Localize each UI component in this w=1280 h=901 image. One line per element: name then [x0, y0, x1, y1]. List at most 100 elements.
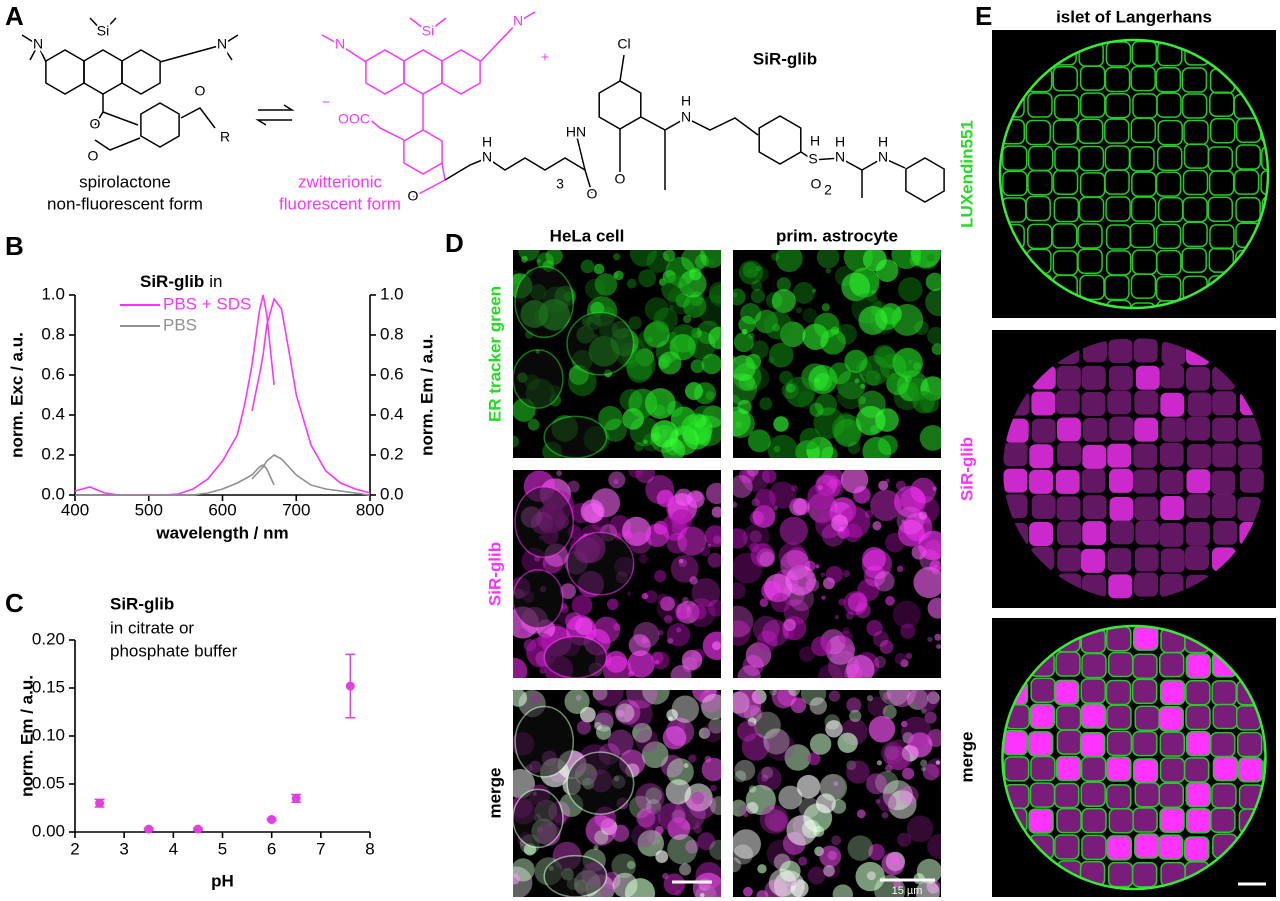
- compound-name: SiR-glib: [753, 49, 817, 68]
- speckle: [734, 759, 756, 781]
- speckle: [909, 254, 922, 267]
- cell: [1029, 703, 1056, 729]
- speckle: [910, 477, 937, 504]
- speckle: [759, 397, 773, 411]
- speckle: [821, 303, 830, 312]
- cell: [1105, 92, 1131, 119]
- cell: [1181, 93, 1208, 119]
- bond: [89, 17, 117, 34]
- chart-title-suffix: in: [209, 272, 222, 291]
- speckle: [855, 861, 885, 892]
- speckle: [892, 600, 921, 629]
- speckle: [692, 690, 717, 703]
- cell: [1185, 781, 1211, 808]
- speckle: [734, 770, 747, 783]
- speckle: [743, 886, 753, 897]
- speckle: [819, 845, 842, 868]
- speckle: [914, 690, 939, 712]
- cell: [1055, 469, 1080, 494]
- data-point: [267, 815, 277, 825]
- speckle: [665, 779, 691, 805]
- speckle: [655, 850, 669, 864]
- speckle: [628, 670, 635, 677]
- cell: [1132, 807, 1158, 833]
- speckle: [814, 377, 820, 384]
- speckle: [558, 613, 571, 626]
- speckle: [697, 832, 716, 851]
- speckle: [885, 596, 895, 606]
- speckle: [929, 560, 941, 573]
- atom-label: O: [408, 188, 419, 204]
- speckle: [814, 393, 838, 416]
- cell: [1159, 573, 1184, 598]
- cell: [1081, 548, 1106, 573]
- speckle: [744, 365, 770, 391]
- speckle: [593, 721, 602, 730]
- speckle: [770, 252, 780, 261]
- speckle: [709, 284, 721, 307]
- cell: [1182, 196, 1208, 223]
- speckle: [828, 362, 851, 385]
- speckle: [667, 834, 698, 865]
- speckle: [637, 330, 658, 350]
- cell: [1027, 223, 1053, 250]
- cell: [1155, 223, 1182, 250]
- speckle: [811, 636, 832, 657]
- micrograph-texture: [733, 470, 941, 678]
- speckle: [580, 706, 596, 723]
- speckle: [656, 596, 681, 621]
- speckle: [513, 690, 528, 707]
- speckle: [666, 758, 694, 786]
- ring: [598, 80, 642, 130]
- speckle: [518, 628, 529, 638]
- speckle: [816, 250, 840, 269]
- atom-label: 2: [824, 182, 832, 198]
- speckle: [691, 791, 704, 805]
- speckle: [657, 629, 664, 636]
- ring: [403, 129, 443, 175]
- cell: [1105, 679, 1132, 706]
- cell: [1161, 340, 1186, 365]
- speckle: [878, 480, 889, 491]
- cell: [1158, 782, 1185, 808]
- speckle: [644, 297, 669, 322]
- speckle: [708, 718, 721, 734]
- chart-title: SiR-glib in: [140, 272, 222, 291]
- speckle: [666, 532, 688, 554]
- cell: [1081, 365, 1106, 390]
- speckle: [616, 709, 625, 718]
- cell: [1131, 862, 1158, 888]
- cell: [1130, 196, 1157, 222]
- excitation-line: [75, 464, 275, 496]
- speckle: [831, 835, 842, 846]
- speckle: [637, 830, 664, 857]
- speckle: [768, 342, 794, 368]
- speckle: [698, 294, 721, 327]
- speckle: [635, 783, 665, 813]
- speckle: [657, 802, 686, 831]
- cell: [1078, 196, 1105, 223]
- speckle: [778, 542, 807, 571]
- speckle: [641, 741, 669, 769]
- cell: [1156, 300, 1182, 308]
- cell: [1185, 521, 1210, 546]
- speckle: [759, 804, 789, 834]
- speckle: [733, 829, 761, 859]
- atom-label: H: [681, 93, 691, 109]
- x-tick-label: 4: [169, 839, 178, 858]
- speckle: [685, 839, 699, 854]
- speckle: [855, 602, 871, 619]
- cell: [1185, 704, 1211, 731]
- cell: [1159, 807, 1185, 833]
- speckle: [879, 640, 894, 654]
- cell: [1083, 417, 1108, 442]
- speckle: [705, 482, 721, 505]
- cell: [1082, 521, 1107, 546]
- speckle: [927, 691, 940, 705]
- bond: [640, 116, 666, 190]
- cell: [1108, 574, 1133, 599]
- speckle: [783, 618, 796, 632]
- speckle: [833, 781, 839, 787]
- cell: [1159, 442, 1184, 467]
